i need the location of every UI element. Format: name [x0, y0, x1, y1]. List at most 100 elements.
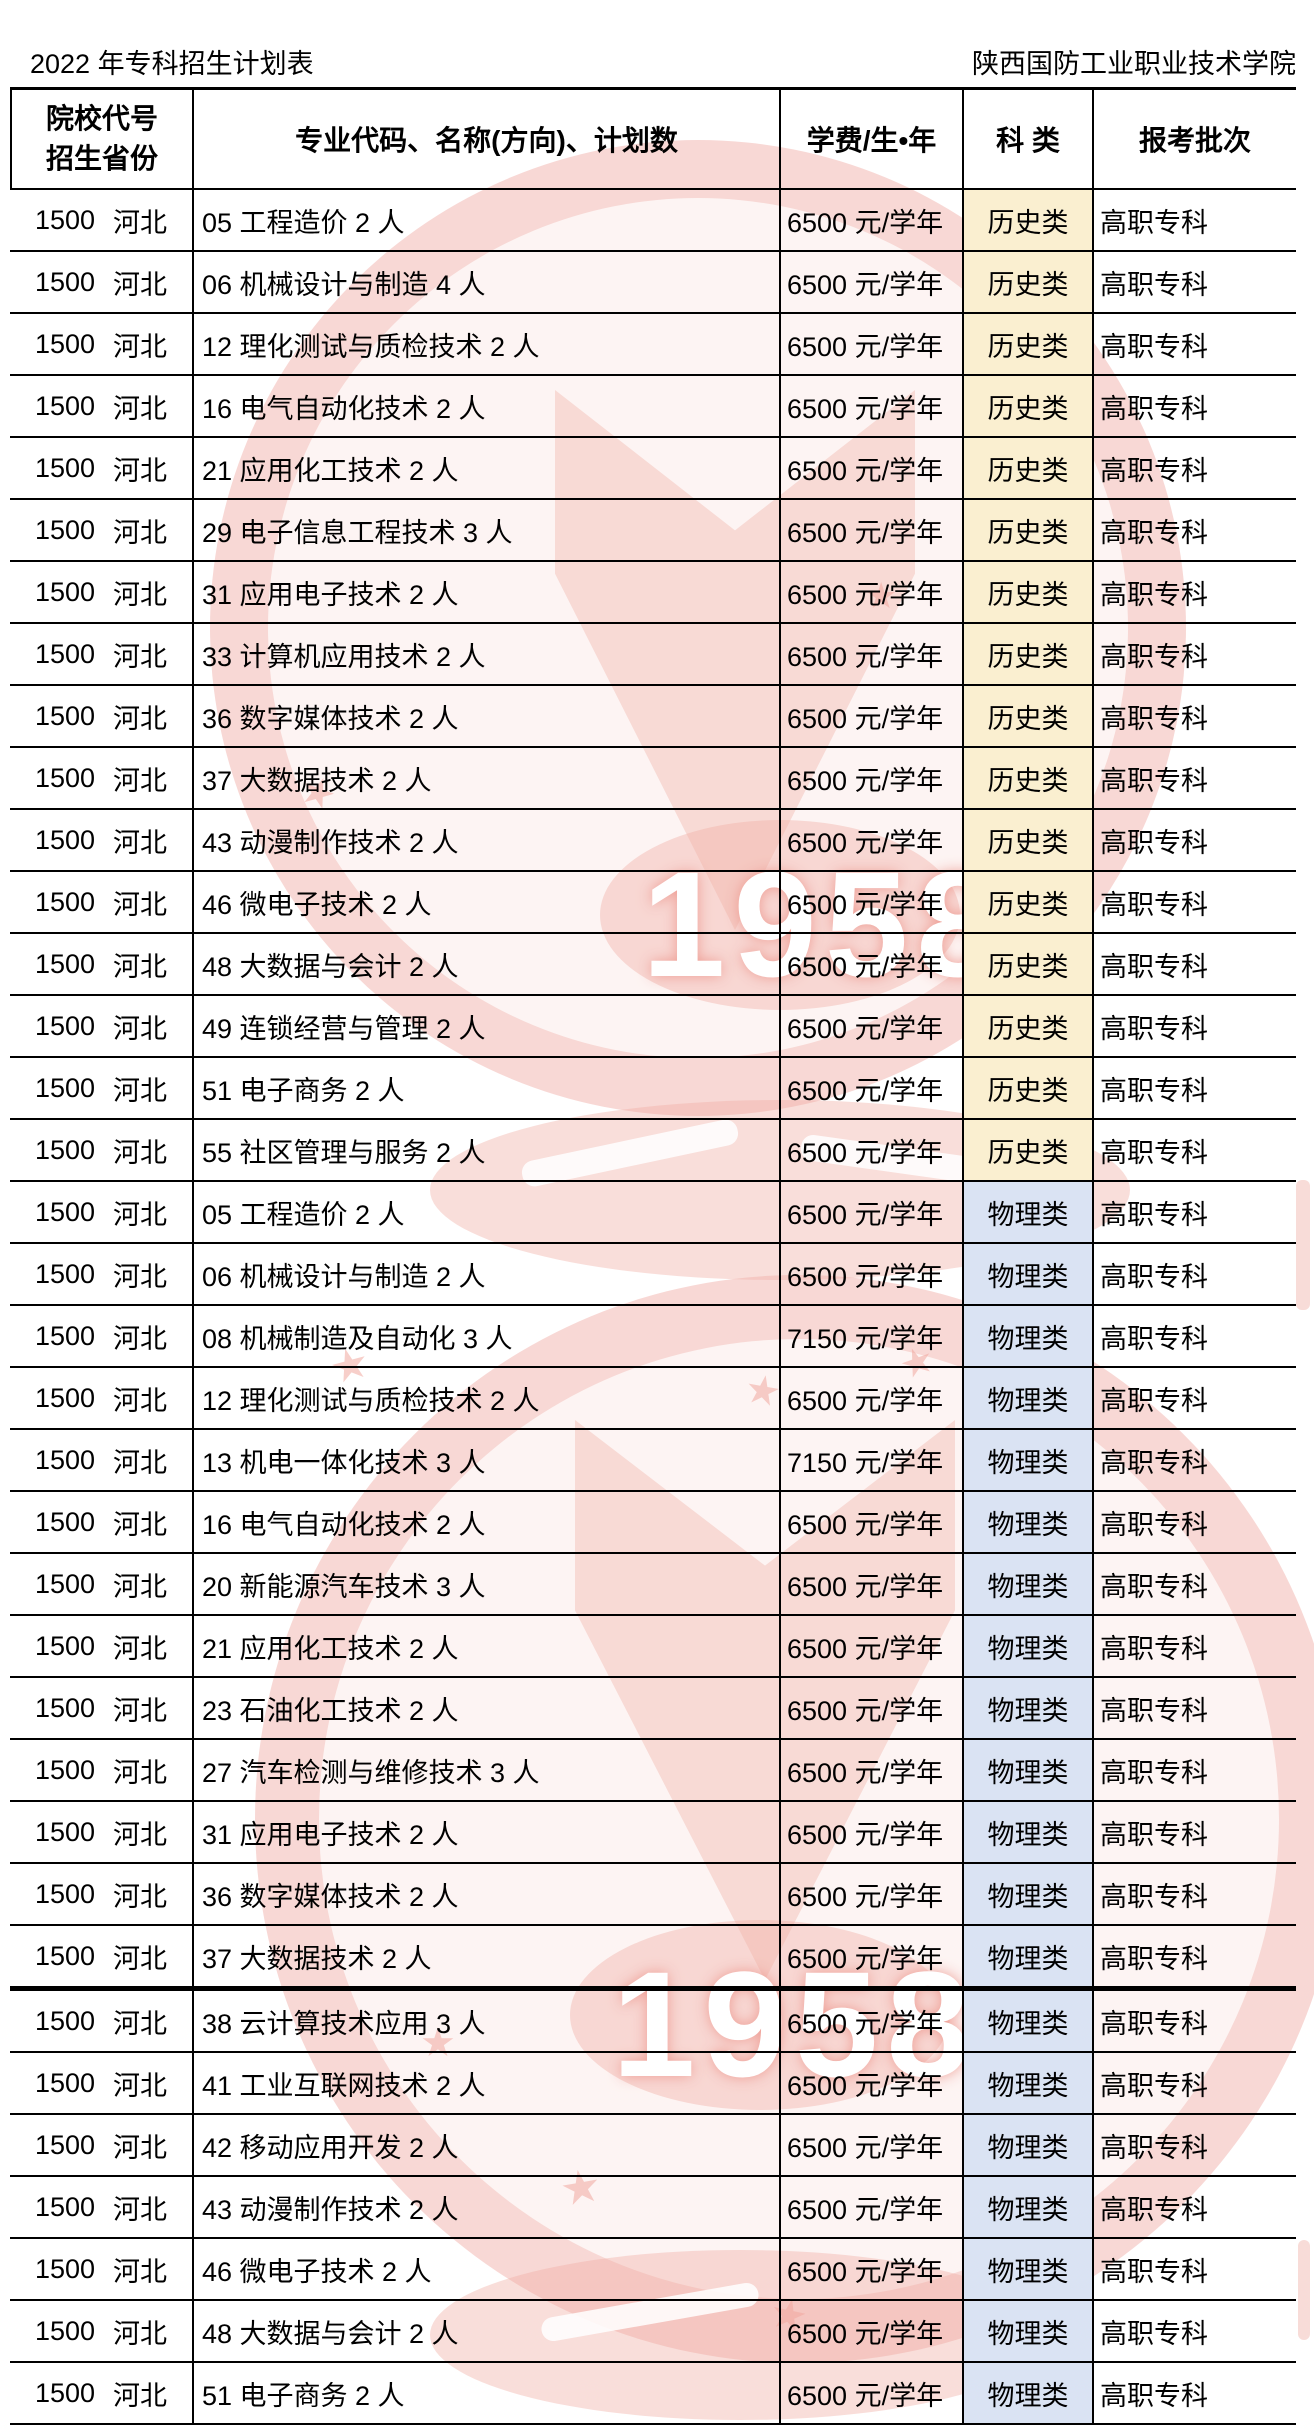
code-province-cell: 1500 河北 [10, 1120, 192, 1180]
batch-cell: 高职专科 [1092, 438, 1296, 498]
province: 河北 [113, 331, 168, 362]
code-province-cell: 1500 河北 [10, 1678, 192, 1738]
major-cell: 31 应用电子技术 2 人 [192, 1802, 779, 1862]
college-code: 1500 [34, 1878, 96, 1909]
fee-cell: 6500 元/学年 [779, 1492, 962, 1552]
code-province-cell: 1500 河北 [10, 1554, 192, 1614]
code-province-cell: 1500 河北 [10, 810, 192, 870]
code-province-cell: 1500 河北 [10, 872, 192, 932]
batch-cell: 高职专科 [1092, 810, 1296, 870]
major-cell: 13 机电一体化技术 3 人 [192, 1430, 779, 1490]
category-cell: 物理类 [962, 2115, 1092, 2175]
college-code: 1500 [34, 1816, 96, 1847]
college-code: 1500 [34, 1444, 96, 1475]
category-cell: 物理类 [962, 1926, 1092, 1986]
batch-cell: 高职专科 [1092, 1864, 1296, 1924]
fee-cell: 6500 元/学年 [779, 934, 962, 994]
college-code: 1500 [34, 328, 96, 359]
code-province-cell: 1500 河北 [10, 562, 192, 622]
batch-cell: 高职专科 [1092, 376, 1296, 436]
header-fee: 学费/生•年 [779, 90, 962, 188]
code-province-cell: 1500 河北 [10, 500, 192, 560]
category-cell: 历史类 [962, 438, 1092, 498]
batch-cell: 高职专科 [1092, 1368, 1296, 1428]
header-code-province: 院校代号 招生省份 [10, 90, 192, 188]
category-cell: 物理类 [962, 1430, 1092, 1490]
college-code: 1500 [34, 824, 96, 855]
province: 河北 [113, 1819, 168, 1850]
province: 河北 [113, 1013, 168, 1044]
fee-cell: 6500 元/学年 [779, 1058, 962, 1118]
province: 河北 [113, 889, 168, 920]
college-code: 1500 [34, 1568, 96, 1599]
batch-cell: 高职专科 [1092, 562, 1296, 622]
province: 河北 [113, 2256, 168, 2287]
province: 河北 [113, 2318, 168, 2349]
college-code: 1500 [34, 2377, 96, 2408]
batch-cell: 高职专科 [1092, 190, 1296, 250]
code-province-cell: 1500 河北 [10, 190, 192, 250]
category-cell: 物理类 [962, 1244, 1092, 1304]
major-cell: 05 工程造价 2 人 [192, 1182, 779, 1242]
category-cell: 历史类 [962, 996, 1092, 1056]
province: 河北 [113, 1261, 168, 1292]
major-cell: 16 电气自动化技术 2 人 [192, 1492, 779, 1552]
code-province-cell: 1500 河北 [10, 252, 192, 312]
fee-cell: 6500 元/学年 [779, 1740, 962, 1800]
table-row: 1500 河北 05 工程造价 2 人 6500 元/学年 物理类 高职专科 [10, 1182, 1296, 1244]
province: 河北 [113, 1509, 168, 1540]
code-province-cell: 1500 河北 [10, 1058, 192, 1118]
table-row: 1500 河北 16 电气自动化技术 2 人 6500 元/学年 物理类 高职专… [10, 1492, 1296, 1554]
category-cell: 物理类 [962, 1306, 1092, 1366]
major-cell: 38 云计算技术应用 3 人 [192, 1991, 779, 2051]
major-cell: 21 应用化工技术 2 人 [192, 438, 779, 498]
batch-cell: 高职专科 [1092, 1554, 1296, 1614]
major-cell: 43 动漫制作技术 2 人 [192, 810, 779, 870]
batch-cell: 高职专科 [1092, 1182, 1296, 1242]
batch-cell: 高职专科 [1092, 1926, 1296, 1986]
college-code: 1500 [34, 576, 96, 607]
province: 河北 [113, 765, 168, 796]
category-cell: 历史类 [962, 686, 1092, 746]
province: 河北 [113, 703, 168, 734]
fee-cell: 6500 元/学年 [779, 810, 962, 870]
major-cell: 51 电子商务 2 人 [192, 2363, 779, 2423]
province: 河北 [113, 207, 168, 238]
code-province-cell: 1500 河北 [10, 1306, 192, 1366]
table-row: 1500 河北 37 大数据技术 2 人 6500 元/学年 历史类 高职专科 [10, 748, 1296, 810]
category-cell: 物理类 [962, 1182, 1092, 1242]
college-code: 1500 [34, 2067, 96, 2098]
category-cell: 物理类 [962, 1554, 1092, 1614]
college-code: 1500 [34, 700, 96, 731]
fee-cell: 6500 元/学年 [779, 1554, 962, 1614]
batch-cell: 高职专科 [1092, 624, 1296, 684]
code-province-cell: 1500 河北 [10, 1182, 192, 1242]
category-cell: 历史类 [962, 252, 1092, 312]
fee-cell: 6500 元/学年 [779, 314, 962, 374]
major-cell: 05 工程造价 2 人 [192, 190, 779, 250]
major-cell: 42 移动应用开发 2 人 [192, 2115, 779, 2175]
category-cell: 历史类 [962, 190, 1092, 250]
fee-cell: 6500 元/学年 [779, 2301, 962, 2361]
category-cell: 历史类 [962, 624, 1092, 684]
table-header-row: 院校代号 招生省份 专业代码、名称(方向)、计划数 学费/生•年 科 类 报考批… [10, 87, 1296, 190]
fee-cell: 6500 元/学年 [779, 1678, 962, 1738]
table-row: 1500 河北 41 工业互联网技术 2 人 6500 元/学年 物理类 高职专… [10, 2053, 1296, 2115]
major-cell: 12 理化测试与质检技术 2 人 [192, 314, 779, 374]
batch-cell: 高职专科 [1092, 2177, 1296, 2237]
province: 河北 [113, 951, 168, 982]
category-cell: 历史类 [962, 748, 1092, 808]
table-row: 1500 河北 48 大数据与会计 2 人 6500 元/学年 历史类 高职专科 [10, 934, 1296, 996]
college-code: 1500 [34, 1754, 96, 1785]
college-code: 1500 [34, 886, 96, 917]
fee-cell: 6500 元/学年 [779, 686, 962, 746]
category-cell: 物理类 [962, 2177, 1092, 2237]
province: 河北 [113, 1385, 168, 1416]
fee-cell: 6500 元/学年 [779, 2239, 962, 2299]
code-province-cell: 1500 河北 [10, 1991, 192, 2051]
batch-cell: 高职专科 [1092, 996, 1296, 1056]
major-cell: 33 计算机应用技术 2 人 [192, 624, 779, 684]
fee-cell: 7150 元/学年 [779, 1430, 962, 1490]
category-cell: 物理类 [962, 1368, 1092, 1428]
table-row: 1500 河北 05 工程造价 2 人 6500 元/学年 历史类 高职专科 [10, 190, 1296, 252]
